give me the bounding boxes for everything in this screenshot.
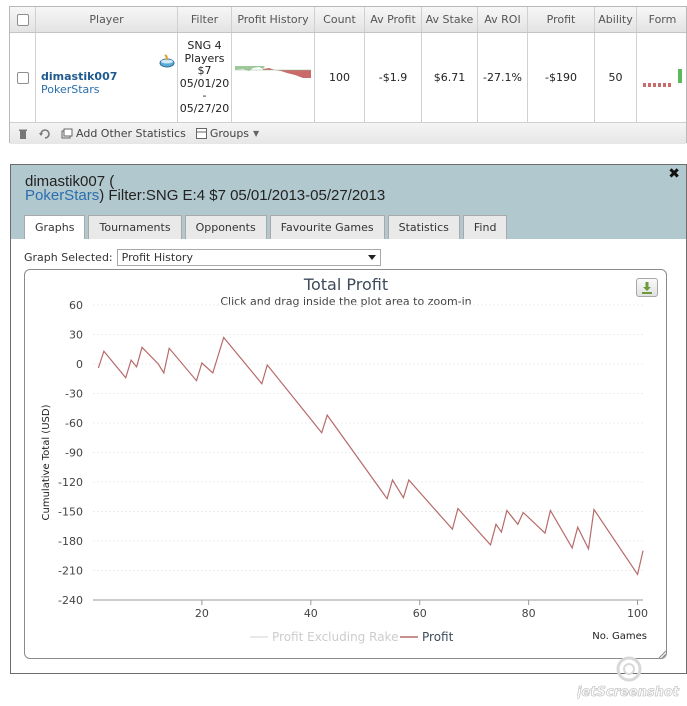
player-name-link[interactable]: dimastik007 (41, 70, 118, 83)
x-axis-label: No. Games (592, 631, 647, 642)
ability-cell: 50 (595, 33, 637, 122)
graph-select-dropdown[interactable]: Profit History (116, 249, 381, 266)
legend-label-profit: Profit (422, 630, 454, 644)
col-header-filter[interactable]: Filter (178, 7, 232, 32)
tab-statistics[interactable]: Statistics (387, 215, 460, 239)
av-profit-cell: -$1.9 (365, 33, 422, 122)
profit-history-cell (232, 33, 315, 122)
filter-line: - (202, 89, 207, 102)
filter-line: $7 (197, 64, 212, 77)
player-cell: dimastik007 PokerStars (36, 33, 178, 122)
filter-cell: SNG 4 Players $7 05/01/20 - 05/27/20 (178, 33, 232, 122)
select-all-cell (10, 7, 36, 32)
y-tick-label: -90 (65, 447, 83, 460)
detail-title-filter-text: ) Filter:SNG E:4 $7 05/01/2013-05/27/201… (99, 187, 386, 204)
add-stats-icon (61, 128, 73, 138)
graph-selector: Graph Selected: Profit History (24, 249, 381, 266)
filter-line: Players (184, 51, 225, 65)
y-tick-label: 30 (69, 329, 83, 342)
graph-selected-label: Graph Selected: (24, 251, 113, 264)
tab-favourite-games[interactable]: Favourite Games (269, 215, 385, 239)
svg-text:jetScreenshot: jetScreenshot (577, 685, 680, 700)
y-tick-label: 60 (69, 299, 83, 312)
y-tick-label: -210 (58, 565, 83, 578)
y-tick-label: -30 (65, 388, 83, 401)
form-indicator (642, 68, 682, 87)
download-icon (642, 281, 652, 294)
jetscreenshot-watermark: jetScreenshot (577, 656, 680, 700)
y-tick-label: -120 (58, 476, 83, 489)
select-all-checkbox[interactable] (16, 13, 29, 26)
col-header-ability[interactable]: Ability (595, 7, 637, 32)
row-checkbox[interactable] (16, 71, 29, 84)
tab-opponents[interactable]: Opponents (184, 215, 267, 239)
detail-header: dimastik007 ( PokerStars) Filter:SNG E:4… (11, 165, 686, 239)
col-header-count[interactable]: Count (315, 7, 365, 32)
col-header-av-stake[interactable]: Av Stake (422, 7, 478, 32)
col-header-player[interactable]: Player (36, 7, 178, 32)
count-cell: 100 (315, 33, 365, 122)
x-tick-label: 20 (195, 607, 209, 620)
col-header-profit-history[interactable]: Profit History (232, 7, 315, 32)
y-tick-label: -180 (58, 535, 83, 548)
filter-line: SNG 4 (187, 39, 222, 52)
av-roi-cell: -27.1% (478, 33, 528, 122)
resize-handle-icon (658, 650, 666, 658)
col-header-av-roi[interactable]: Av ROI (478, 7, 528, 32)
detail-title-filter: PokerStars) Filter:SNG E:4 $7 05/01/2013… (25, 187, 385, 204)
legend-label-rake: Profit Excluding Rake (272, 630, 398, 644)
close-icon[interactable]: ✖ (668, 166, 680, 182)
groups-icon (195, 128, 207, 139)
av-stake-cell: $6.71 (422, 33, 478, 122)
filter-line: 05/27/20 (179, 101, 230, 115)
table-toolbar: Add Other Statistics Groups ▼ (10, 123, 686, 144)
chart-subtitle: Click and drag inside the plot area to z… (220, 295, 471, 308)
note-bowl-icon[interactable] (159, 53, 175, 69)
y-tick-label: 0 (76, 358, 83, 371)
player-site-link[interactable]: PokerStars (41, 83, 100, 96)
form-cell (637, 33, 687, 122)
chevron-down-icon: ▼ (253, 129, 260, 138)
col-header-form[interactable]: Form (648, 13, 677, 26)
detail-tabs: Graphs Tournaments Opponents Favourite G… (24, 215, 510, 239)
player-detail-window: dimastik007 ( PokerStars) Filter:SNG E:4… (10, 164, 687, 674)
add-stats-label: Add Other Statistics (76, 127, 186, 140)
export-button[interactable] (636, 278, 658, 297)
profit-cell: -$190 (528, 33, 595, 122)
profit-history-sparkline[interactable] (235, 65, 311, 90)
chart-container: Total Profit Click and drag inside the pl… (24, 269, 667, 659)
groups-label: Groups (209, 127, 250, 140)
col-header-profit[interactable]: Profit (528, 7, 595, 32)
groups-dropdown[interactable]: Groups ▼ (195, 127, 260, 140)
col-header-av-profit[interactable]: Av Profit (365, 7, 422, 32)
dropdown-arrow-icon (367, 255, 376, 260)
row-select-cell (10, 33, 36, 122)
tab-graphs[interactable]: Graphs (24, 215, 86, 239)
table-header-row: Player Filter Profit History Count Av Pr… (10, 7, 686, 33)
y-tick-label: -240 (58, 594, 83, 607)
x-tick-label: 80 (522, 607, 536, 620)
refresh-icon[interactable] (39, 128, 51, 140)
x-tick-label: 60 (413, 607, 427, 620)
filter-line: 05/01/20 (179, 76, 230, 90)
y-axis-label: Cumulative Total (USD) (41, 404, 52, 520)
profit-series-line (97, 336, 644, 576)
chart-title: Total Profit (303, 275, 388, 294)
tab-find[interactable]: Find (462, 215, 508, 239)
player-stats-table: Player Filter Profit History Count Av Pr… (9, 6, 687, 144)
tab-tournaments[interactable]: Tournaments (88, 215, 182, 239)
y-tick-label: -60 (65, 417, 83, 430)
detail-title-player: dimastik007 ( (25, 173, 115, 190)
y-tick-label: -150 (58, 506, 83, 519)
graph-select-value: Profit History (121, 251, 193, 264)
delete-icon[interactable] (17, 128, 29, 140)
x-tick-label: 40 (304, 607, 318, 620)
x-tick-label: 100 (627, 607, 648, 620)
detail-site-link[interactable]: PokerStars (25, 187, 100, 204)
table-row[interactable]: dimastik007 PokerStars SNG 4 Players $7 … (10, 33, 686, 123)
add-other-statistics-button[interactable]: Add Other Statistics (61, 127, 186, 140)
